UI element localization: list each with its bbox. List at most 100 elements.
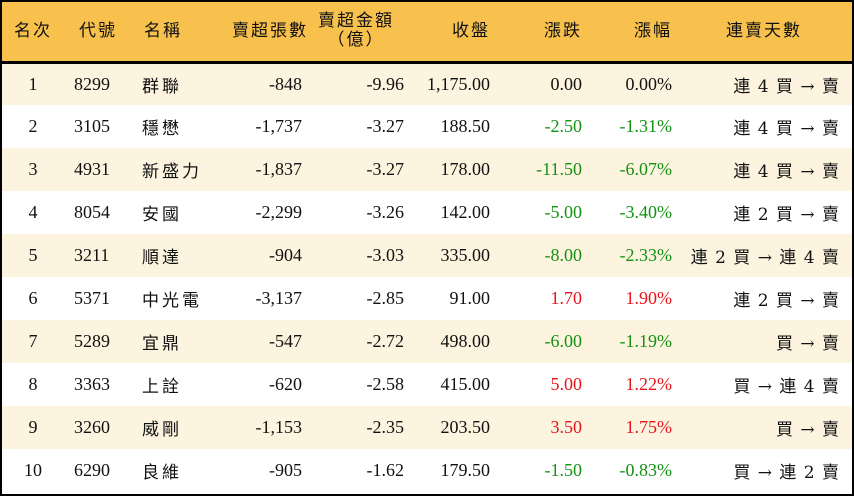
cell-net-sell-amount: -2.58 (366, 374, 405, 394)
cell-change-pct: -2.33% (619, 245, 673, 265)
cell-streak: 連 4 買 → 賣 (733, 162, 840, 182)
cell-net-sell-lots: -2,299 (255, 202, 303, 222)
header-streak: 連賣天數 (676, 2, 852, 64)
cell-net-sell-amount: -3.03 (366, 245, 405, 265)
cell-change: -1.50 (544, 460, 583, 480)
cell-change-pct: -1.19% (619, 331, 673, 351)
cell-net-sell-amount: -2.85 (366, 288, 405, 308)
table-row: 10 6290 良維 -905 -1.62 179.50 -1.50 -0.83… (2, 449, 852, 492)
cell-change: 5.00 (550, 374, 583, 394)
cell-streak: 買 → 賣 (775, 334, 840, 354)
table-row: 1 8299 群聯 -848 -9.96 1,175.00 0.00 0.00%… (2, 62, 852, 105)
cell-code: 4931 (74, 159, 110, 179)
header-net-sell-amount: 賣超金額 （億） (306, 2, 406, 64)
cell-close: 142.00 (440, 202, 491, 222)
cell-streak: 連 2 買 → 連 4 賣 (690, 248, 840, 268)
cell-net-sell-lots: -547 (269, 331, 302, 351)
cell-net-sell-lots: -3,137 (255, 288, 303, 308)
cell-change-pct: 1.22% (625, 374, 673, 394)
cell-code: 6290 (74, 460, 110, 480)
cell-change: -8.00 (544, 245, 583, 265)
cell-change: -6.00 (544, 331, 583, 351)
table-row: 8 3363 上詮 -620 -2.58 415.00 5.00 1.22% 買… (2, 363, 852, 406)
cell-streak: 連 2 買 → 賣 (733, 205, 840, 225)
cell-streak: 買 → 連 4 賣 (733, 377, 840, 397)
cell-close: 1,175.00 (427, 73, 490, 94)
cell-name: 中光電 (142, 291, 202, 311)
header-net-sell-amount-line1: 賣超金額 (318, 11, 394, 32)
cell-change-pct: 1.90% (625, 288, 673, 308)
header-net-sell-lots: 賣超張數 (226, 2, 308, 64)
cell-code: 5289 (74, 331, 110, 351)
cell-change: -5.00 (544, 202, 583, 222)
cell-change-pct: -3.40% (619, 202, 673, 222)
cell-streak: 買 → 賣 (775, 420, 840, 440)
table-row: 5 3211 順達 -904 -3.03 335.00 -8.00 -2.33%… (2, 234, 852, 277)
cell-net-sell-lots: -905 (269, 460, 302, 480)
cell-streak: 連 2 買 → 賣 (733, 291, 840, 311)
cell-rank: 7 (28, 331, 38, 351)
cell-close: 335.00 (440, 245, 491, 265)
cell-rank: 5 (28, 245, 38, 265)
cell-name: 新盛力 (142, 162, 202, 182)
cell-net-sell-lots: -904 (269, 245, 302, 265)
cell-streak: 連 4 買 → 賣 (733, 76, 840, 97)
cell-close: 178.00 (440, 159, 491, 179)
cell-close: 179.50 (440, 460, 491, 480)
cell-net-sell-amount: -2.72 (366, 331, 405, 351)
cell-code: 8299 (74, 73, 110, 94)
cell-name: 良維 (142, 463, 182, 483)
cell-name: 威剛 (142, 420, 182, 440)
table-row: 6 5371 中光電 -3,137 -2.85 91.00 1.70 1.90%… (2, 277, 852, 320)
table-row: 9 3260 威剛 -1,153 -2.35 203.50 3.50 1.75%… (2, 406, 852, 449)
cell-name: 宜鼎 (142, 334, 182, 354)
cell-rank: 3 (28, 159, 38, 179)
cell-net-sell-amount: -2.35 (366, 417, 405, 437)
cell-code: 3260 (74, 417, 110, 437)
header-name: 名稱 (132, 2, 226, 64)
cell-close: 91.00 (449, 288, 491, 308)
cell-change-pct: 0.00% (625, 73, 673, 94)
header-row: 名次 代號 名稱 賣超張數 賣超金額 （億） 收盤 漲跌 漲幅 連賣天數 (2, 2, 852, 64)
cell-rank: 1 (28, 73, 38, 94)
table-row: 4 8054 安國 -2,299 -3.26 142.00 -5.00 -3.4… (2, 191, 852, 234)
cell-name: 群聯 (142, 76, 182, 97)
cell-rank: 10 (24, 460, 42, 480)
header-code: 代號 (64, 2, 132, 64)
cell-close: 498.00 (440, 331, 491, 351)
cell-change-pct: -0.83% (619, 460, 673, 480)
cell-streak: 買 → 連 2 賣 (733, 463, 840, 483)
header-change-pct: 漲幅 (586, 2, 676, 64)
cell-code: 3105 (74, 116, 110, 136)
cell-net-sell-amount: -3.27 (366, 159, 405, 179)
table-row: 7 5289 宜鼎 -547 -2.72 498.00 -6.00 -1.19%… (2, 320, 852, 363)
cell-change-pct: -6.07% (619, 159, 673, 179)
cell-rank: 6 (28, 288, 38, 308)
cell-net-sell-lots: -1,837 (255, 159, 303, 179)
table-row: 3 4931 新盛力 -1,837 -3.27 178.00 -11.50 -6… (2, 148, 852, 191)
table-body: 1 8299 群聯 -848 -9.96 1,175.00 0.00 0.00%… (2, 62, 852, 492)
cell-code: 8054 (74, 202, 110, 222)
cell-code: 3211 (74, 245, 110, 265)
header-net-sell-lots-label: 賣超張數 (232, 20, 308, 41)
cell-net-sell-lots: -848 (269, 73, 302, 94)
cell-change: 3.50 (550, 417, 583, 437)
cell-name: 穩懋 (142, 119, 182, 139)
cell-net-sell-amount: -9.96 (366, 73, 405, 94)
cell-change: -2.50 (544, 116, 583, 136)
cell-close: 415.00 (440, 374, 491, 394)
cell-code: 5371 (74, 288, 110, 308)
cell-change: 1.70 (550, 288, 583, 308)
cell-change-pct: 1.75% (625, 417, 673, 437)
cell-net-sell-amount: -3.26 (366, 202, 405, 222)
cell-net-sell-lots: -1,153 (255, 417, 303, 437)
cell-name: 上詮 (142, 377, 182, 397)
cell-code: 3363 (74, 374, 110, 394)
header-net-sell-amount-line2: （億） (327, 30, 385, 51)
cell-net-sell-lots: -620 (269, 374, 302, 394)
cell-net-sell-amount: -1.62 (366, 460, 405, 480)
cell-close: 203.50 (440, 417, 491, 437)
header-close: 收盤 (406, 2, 496, 64)
